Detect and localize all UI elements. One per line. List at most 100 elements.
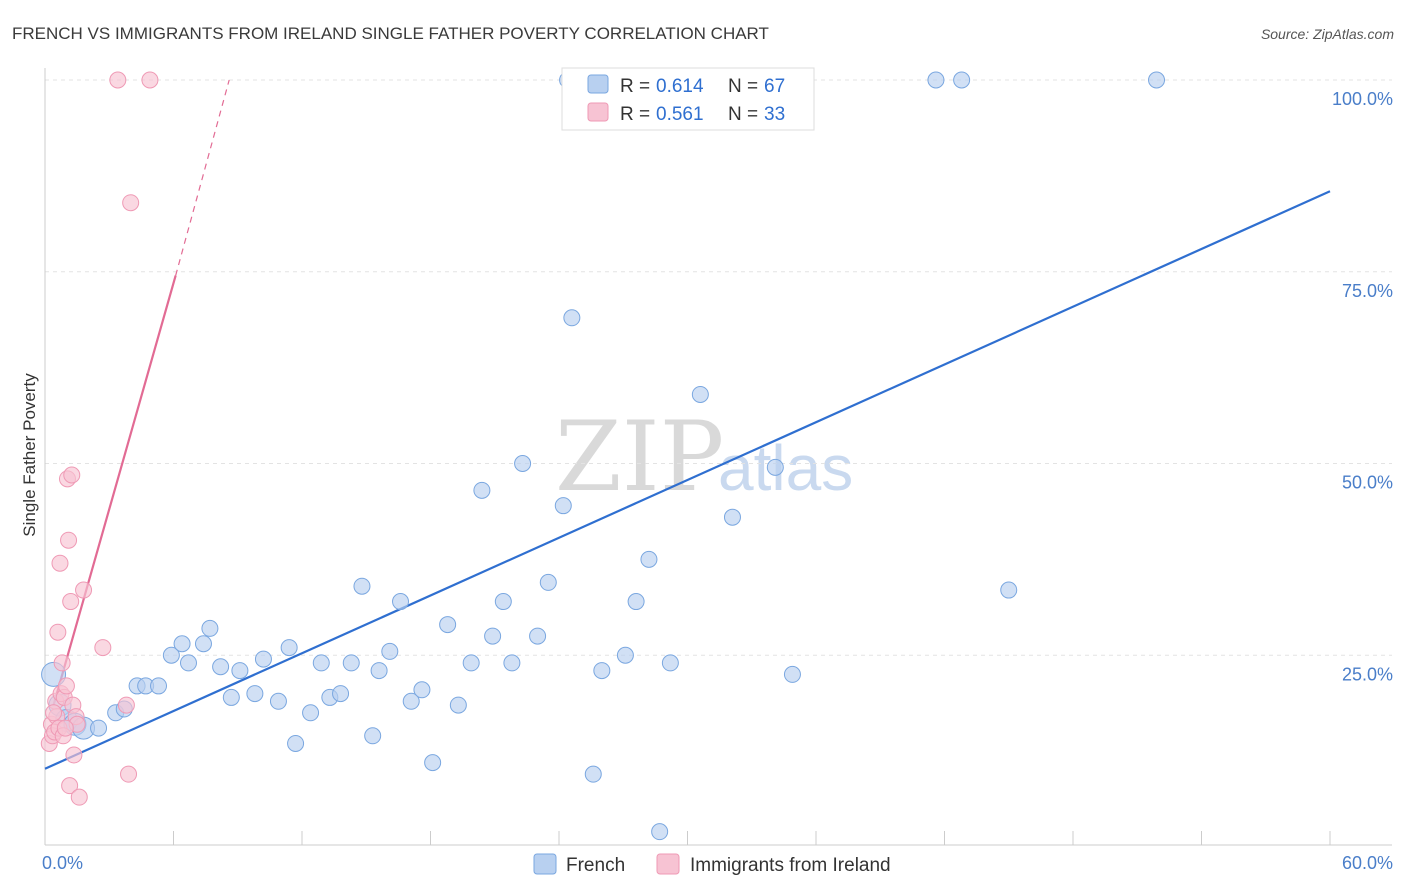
bottom-legend-label-ireland: Immigrants from Ireland — [690, 855, 891, 876]
ireland-point-23 — [75, 581, 93, 599]
y-tick-labels: 25.0% 50.0% 75.0% 100.0% — [1332, 89, 1393, 684]
french-point-64 — [1000, 581, 1018, 599]
french-point-61 — [783, 665, 801, 683]
ireland-point-10 — [53, 654, 71, 672]
legend: R = 0.614 N = 67 R = 0.561 N = 33 — [561, 67, 815, 131]
legend-r-value-french: 0.614 — [656, 76, 704, 97]
chart-source: Source: ZipAtlas.com — [1261, 26, 1394, 42]
french-point-52 — [616, 646, 634, 664]
grid — [45, 79, 1392, 656]
french-point-44 — [514, 455, 532, 472]
ireland-point-8 — [51, 554, 69, 572]
french-point-31 — [370, 662, 388, 680]
french-point-33 — [392, 593, 410, 611]
legend-r-label-french: R = — [620, 76, 650, 97]
french-point-56 — [661, 654, 679, 672]
watermark-zip: ZIP — [555, 401, 724, 513]
french-point-24 — [302, 704, 320, 722]
french-point-54 — [640, 550, 658, 568]
french-point-29 — [353, 577, 371, 595]
ireland-point-6 — [49, 623, 67, 641]
french-point-34 — [402, 692, 420, 710]
legend-r-label-ireland: R = — [620, 104, 650, 125]
ireland-point-25 — [109, 71, 127, 89]
legend-r-value-ireland: 0.561 — [656, 104, 704, 125]
ireland-point-18 — [63, 466, 81, 484]
y-axis-label: Single Father Poverty — [20, 373, 39, 537]
x-tick-label-1: 60.0% — [1342, 853, 1393, 873]
french-point-30 — [364, 727, 382, 745]
ireland-trend-extension — [175, 79, 230, 276]
y-tick-label-1: 50.0% — [1342, 473, 1393, 493]
french-point-36 — [424, 754, 442, 772]
y-tick-label-3: 100.0% — [1332, 89, 1393, 109]
french-point-38 — [449, 696, 467, 714]
y-tick-label-2: 75.0% — [1342, 281, 1393, 301]
french-point-32 — [381, 642, 399, 660]
legend-n-value-french: 67 — [764, 76, 785, 97]
x-tick-label-0: 0.0% — [42, 853, 83, 873]
data-points — [40, 71, 1166, 841]
x-tick-labels: 0.0% 60.0% — [42, 853, 1393, 873]
french-point-23 — [287, 734, 305, 752]
french-point-14 — [194, 635, 212, 653]
french-point-49 — [563, 309, 581, 327]
ireland-point-16 — [61, 777, 79, 795]
ireland-point-31 — [45, 704, 63, 722]
french-point-46 — [539, 573, 557, 591]
ireland-point-20 — [65, 746, 83, 764]
trend-lines — [44, 79, 1331, 770]
legend-n-label-ireland: N = — [728, 104, 758, 125]
french-point-50 — [584, 765, 602, 783]
french-point-58 — [723, 508, 741, 526]
ireland-point-28 — [122, 194, 140, 212]
french-point-45 — [529, 627, 547, 645]
ireland-point-22 — [70, 788, 88, 806]
french-point-19 — [246, 685, 264, 703]
watermark-atlas: atlas — [718, 432, 853, 504]
ireland-point-15 — [60, 531, 78, 549]
french-point-57 — [691, 385, 709, 403]
chart-title: FRENCH VS IMMIGRANTS FROM IRELAND SINGLE… — [12, 24, 769, 43]
french-point-35 — [413, 681, 431, 699]
french-point-40 — [473, 481, 491, 499]
legend-swatch-french — [587, 74, 609, 94]
bottom-legend-label-french: French — [566, 855, 625, 876]
french-point-28 — [342, 654, 360, 672]
french-point-42 — [494, 593, 512, 611]
french-point-17 — [222, 688, 240, 706]
french-point-53 — [627, 593, 645, 611]
y-tick-label-0: 25.0% — [1342, 664, 1393, 684]
french-point-39 — [462, 654, 480, 672]
french-point-60 — [766, 458, 784, 476]
legend-swatch-ireland — [587, 102, 609, 122]
ireland-point-27 — [120, 765, 138, 783]
ireland-point-32 — [56, 719, 74, 737]
french-point-22 — [280, 639, 298, 657]
french-point-27 — [332, 685, 350, 703]
french-point-16 — [212, 658, 230, 676]
ireland-point-29 — [141, 71, 159, 89]
legend-n-value-ireland: 33 — [764, 104, 785, 125]
french-point-10 — [150, 677, 168, 695]
bottom-legend-swatch-french — [533, 853, 557, 875]
legend-n-label-french: N = — [728, 76, 758, 97]
french-point-55 — [651, 823, 669, 841]
french-point-12 — [173, 635, 191, 653]
ireland-point-26 — [117, 696, 135, 714]
bottom-legend-swatch-ireland — [656, 853, 680, 875]
french-point-18 — [231, 662, 249, 680]
french-point-11 — [162, 646, 180, 664]
french-point-15 — [201, 619, 219, 637]
french-point-25 — [312, 654, 330, 672]
french-point-37 — [439, 616, 457, 634]
french-point-51 — [593, 662, 611, 680]
french-point-41 — [484, 627, 502, 645]
french-point-13 — [179, 654, 197, 672]
bottom-legend: French Immigrants from Ireland — [533, 853, 891, 876]
french-point-21 — [269, 692, 287, 710]
french-point-5 — [90, 719, 108, 737]
watermark: ZIP atlas — [555, 401, 853, 513]
french-trend-line — [44, 190, 1331, 770]
